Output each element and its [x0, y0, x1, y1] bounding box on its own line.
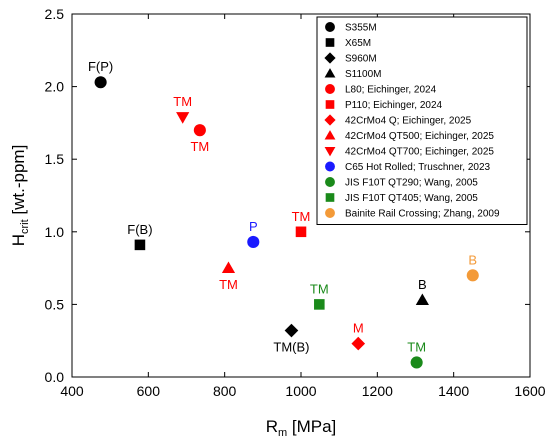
data-point — [466, 269, 479, 282]
x-tick-label: 800 — [213, 383, 237, 399]
point-label: B — [468, 252, 477, 267]
x-tick-label: 400 — [60, 383, 84, 399]
legend-marker — [325, 208, 335, 218]
x-tick-label: 1600 — [514, 383, 545, 399]
x-tick-label: 600 — [137, 383, 161, 399]
legend-label: P110; Eichinger, 2024 — [345, 100, 443, 111]
legend-marker — [325, 100, 335, 109]
point-label: TM — [173, 94, 192, 109]
data-point — [415, 293, 429, 305]
x-axis-title: Rm [MPa] — [266, 417, 337, 439]
legend-marker — [325, 22, 335, 32]
point-label: M — [353, 321, 364, 336]
point-label: TM — [407, 339, 426, 354]
data-point — [221, 261, 236, 274]
legend-label: L80; Eichinger, 2024 — [345, 85, 437, 96]
data-point — [247, 235, 260, 249]
y-tick-label: 1.5 — [45, 151, 65, 167]
data-points: F(P) F(B) TM(B) B TM TM M TM TM P TM TM B — [88, 59, 479, 369]
legend-label: JIS F10T QT405; Wang, 2005 — [345, 193, 478, 204]
y-tick-label: 2.5 — [45, 6, 65, 22]
point-label: TM — [310, 281, 329, 296]
legend-label: 42CrMo4 QT700; Eichinger, 2025 — [345, 147, 494, 158]
y-axis-title: Hcrit [wt.-ppm] — [9, 145, 31, 247]
legend-label: X65M — [345, 38, 371, 49]
legend-marker — [324, 146, 336, 157]
data-point — [176, 112, 190, 124]
x-tick-label: 1200 — [362, 383, 393, 399]
point-label: B — [418, 277, 427, 292]
x-axis: 400 600 800 1000 1200 1400 1600 — [60, 14, 546, 399]
y-axis: 0.0 0.5 1.0 1.5 2.0 2.5 — [45, 6, 530, 385]
legend-marker — [324, 114, 336, 126]
data-point — [284, 323, 299, 338]
legend-marker — [325, 177, 335, 187]
data-point — [410, 356, 423, 369]
y-tick-label: 0.0 — [45, 369, 65, 385]
legend-marker — [325, 84, 335, 94]
y-tick-label: 0.5 — [45, 296, 65, 312]
legend-box — [316, 16, 528, 225]
legend-label: JIS F10T QT290; Wang, 2005 — [345, 178, 478, 189]
legend-marker — [324, 52, 336, 64]
data-point — [94, 76, 107, 89]
data-point — [295, 226, 307, 238]
legend-label: C65 Hot Rolled; Truschner, 2023 — [345, 162, 491, 173]
y-tick-label: 1.0 — [45, 224, 65, 240]
legend-marker — [325, 38, 335, 47]
data-point — [134, 239, 146, 251]
legend-marker — [325, 193, 335, 202]
legend-marker — [325, 161, 335, 172]
legend-label: S960M — [345, 54, 377, 65]
point-label: F(B) — [127, 222, 152, 237]
point-label: TM — [219, 277, 238, 292]
point-label: P — [249, 219, 258, 234]
legend-marker — [324, 130, 336, 140]
legend-label: S1100M — [345, 69, 382, 80]
x-tick-label: 1000 — [285, 383, 316, 399]
legend-label: Bainite Rail Crossing; Zhang, 2009 — [345, 209, 500, 220]
legend-label: S355M — [345, 23, 377, 34]
point-label: TM — [292, 209, 311, 224]
x-tick-label: 1400 — [438, 383, 469, 399]
y-tick-label: 2.0 — [45, 79, 65, 95]
legend-label: 42CrMo4 QT500; Eichinger, 2025 — [345, 131, 494, 142]
legend: S355M X65M S960M S1100M L80; Eichinger, 2024… — [316, 16, 528, 225]
data-point — [314, 299, 325, 310]
data-point — [193, 124, 206, 137]
point-label: F(P) — [88, 59, 113, 74]
point-label: TM — [190, 139, 209, 154]
legend-label: 42CrMo4 Q; Eichinger, 2025 — [345, 116, 472, 127]
legend-marker — [324, 68, 336, 78]
point-label: TM(B) — [273, 340, 309, 355]
data-point — [351, 336, 366, 351]
